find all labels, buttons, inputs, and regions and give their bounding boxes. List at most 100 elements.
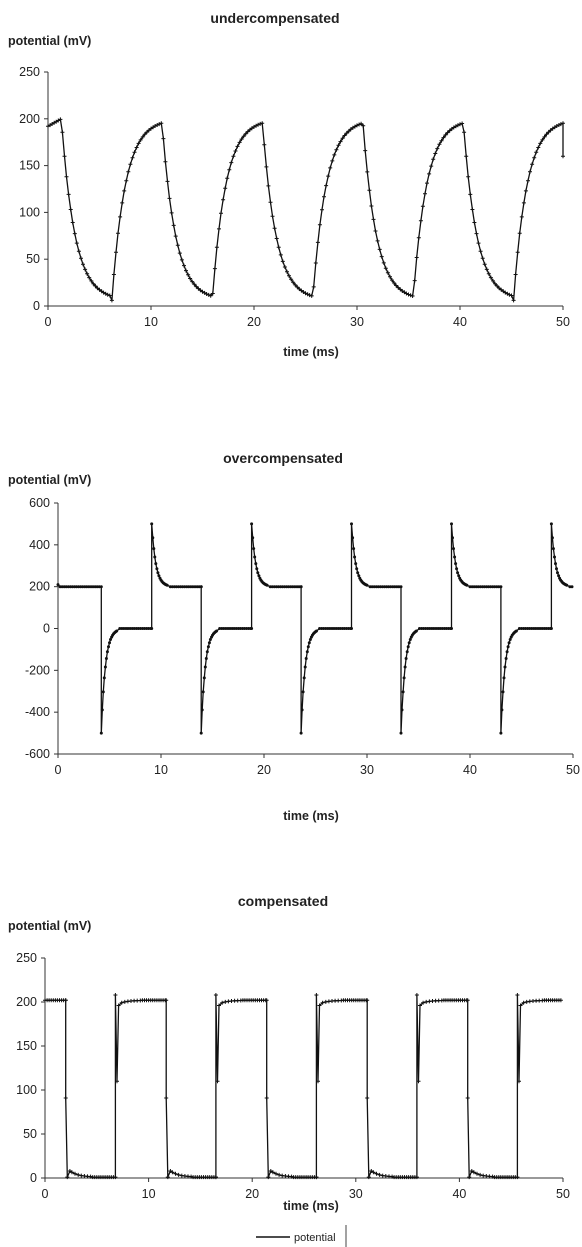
data-point xyxy=(266,1175,271,1180)
data-point xyxy=(99,731,103,735)
data-point xyxy=(46,124,50,129)
data-point xyxy=(431,157,436,162)
data-point xyxy=(63,998,68,1003)
data-point xyxy=(404,291,409,296)
data-point xyxy=(418,1003,422,1008)
data-point xyxy=(126,627,130,630)
data-point xyxy=(500,708,504,712)
data-point xyxy=(373,229,378,233)
data-point xyxy=(194,284,199,289)
data-point xyxy=(400,289,405,293)
data-point xyxy=(428,627,432,630)
data-point xyxy=(361,123,366,128)
data-point xyxy=(235,144,240,149)
data-point xyxy=(317,1003,322,1008)
data-point xyxy=(100,708,104,712)
data-point xyxy=(85,585,89,589)
data-point xyxy=(425,181,429,186)
data-point xyxy=(245,129,250,134)
data-point xyxy=(63,1096,68,1100)
data-point xyxy=(208,293,213,298)
data-point xyxy=(170,585,174,589)
chart-title: compensated xyxy=(238,893,328,909)
data-point xyxy=(462,130,467,135)
data-point xyxy=(68,207,73,212)
data-point xyxy=(220,1000,225,1005)
data-point xyxy=(69,1170,74,1175)
y-tick-label: 250 xyxy=(16,951,37,965)
series-markers xyxy=(46,117,565,303)
data-point xyxy=(72,231,77,236)
data-point xyxy=(406,292,411,297)
data-point xyxy=(229,160,234,165)
data-point xyxy=(427,171,432,176)
data-point xyxy=(293,282,298,287)
data-point xyxy=(64,585,68,589)
x-tick-label: 30 xyxy=(349,1187,363,1201)
data-point xyxy=(385,270,390,275)
data-point xyxy=(472,220,477,225)
y-tick-label: 200 xyxy=(19,112,40,126)
data-point xyxy=(441,135,446,140)
data-point xyxy=(359,121,364,126)
x-tick-label: 20 xyxy=(245,1187,259,1201)
x-tick-label: 30 xyxy=(350,315,364,329)
data-point xyxy=(241,134,246,139)
data-point xyxy=(260,121,265,126)
data-point xyxy=(227,167,232,172)
data-point xyxy=(526,178,530,183)
series-line-potential xyxy=(47,118,564,301)
data-point xyxy=(352,124,357,129)
data-point xyxy=(213,993,218,997)
data-point xyxy=(520,627,523,630)
data-point xyxy=(435,146,440,151)
data-point xyxy=(70,220,75,225)
data-point xyxy=(568,585,572,589)
data-point xyxy=(272,585,276,589)
data-point xyxy=(156,571,160,575)
data-point xyxy=(499,585,503,589)
data-point xyxy=(109,638,112,641)
data-point xyxy=(142,132,147,137)
data-point xyxy=(351,536,355,540)
data-point xyxy=(350,627,353,630)
data-point xyxy=(466,174,471,179)
data-point xyxy=(103,665,107,669)
data-point xyxy=(482,585,486,589)
data-point xyxy=(530,162,535,167)
data-point xyxy=(104,657,108,660)
data-point xyxy=(502,676,506,680)
data-point xyxy=(60,585,64,589)
data-point xyxy=(219,211,223,216)
data-point xyxy=(389,585,393,589)
data-point xyxy=(140,134,145,139)
data-point xyxy=(192,282,197,287)
data-point xyxy=(134,145,139,150)
data-point xyxy=(445,130,450,135)
data-point xyxy=(489,585,493,589)
y-axis-label: potential (mV) xyxy=(8,34,91,48)
data-point xyxy=(534,150,539,155)
data-point xyxy=(458,122,462,127)
data-point xyxy=(217,1003,221,1008)
data-point xyxy=(453,555,457,559)
data-point xyxy=(187,585,191,589)
data-point xyxy=(561,154,565,159)
data-point xyxy=(204,657,208,660)
data-point xyxy=(119,1000,124,1005)
y-tick-label: 200 xyxy=(16,995,37,1009)
data-point xyxy=(332,627,336,630)
data-point xyxy=(456,571,460,575)
data-point xyxy=(324,627,328,630)
data-point xyxy=(505,650,509,654)
data-point xyxy=(208,638,212,641)
data-point xyxy=(487,585,490,589)
data-point xyxy=(163,159,168,164)
data-point xyxy=(256,571,260,575)
data-point xyxy=(122,188,127,193)
data-point xyxy=(450,522,453,526)
data-point xyxy=(550,536,554,540)
data-point xyxy=(536,145,541,150)
data-point xyxy=(304,657,308,660)
data-point xyxy=(150,627,154,630)
